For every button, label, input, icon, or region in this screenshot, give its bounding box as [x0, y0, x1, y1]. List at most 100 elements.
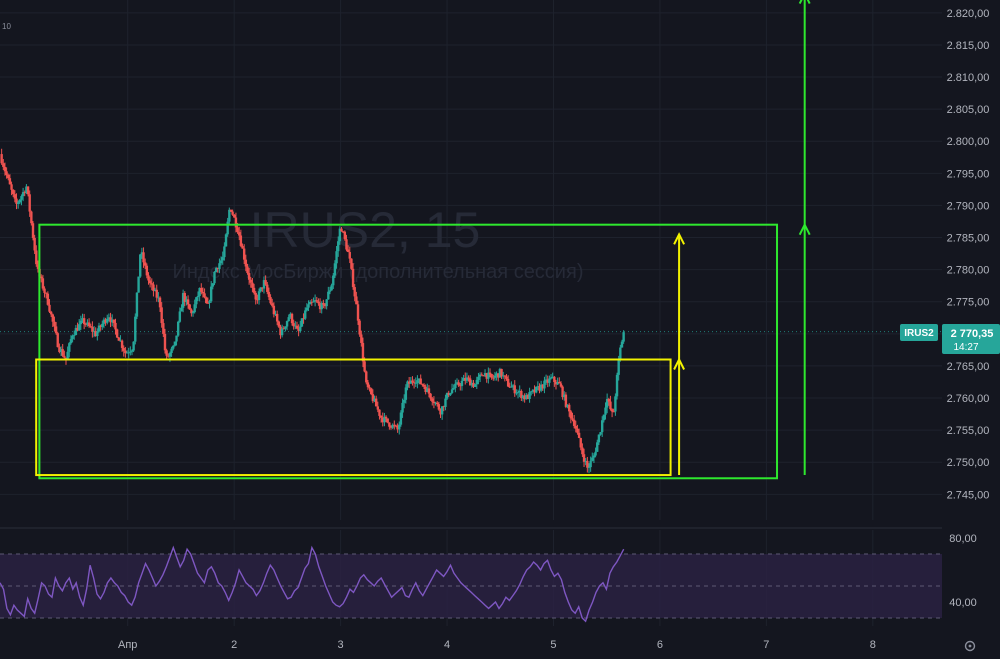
- candle-body: [176, 321, 180, 336]
- candle-body: [356, 304, 360, 321]
- candle-body: [553, 376, 556, 382]
- candle-body: [482, 375, 485, 377]
- candle-body: [228, 209, 231, 222]
- candle-body: [82, 318, 86, 325]
- candle-body: [576, 428, 579, 433]
- candle-body: [404, 387, 408, 400]
- candle-body: [596, 442, 599, 452]
- price-tick-label: 2.815,00: [947, 40, 990, 52]
- candle-body: [87, 322, 91, 327]
- candle-body: [510, 386, 513, 388]
- candle-body: [493, 375, 497, 378]
- candle-body: [295, 325, 299, 329]
- price-tick-label: 2.750,00: [947, 457, 990, 469]
- candle-body: [500, 368, 503, 377]
- candle-body: [247, 273, 251, 280]
- candle-body: [274, 313, 277, 315]
- candle-body: [345, 239, 348, 250]
- candle-body: [412, 382, 416, 384]
- candle-body: [429, 393, 432, 399]
- candle-body: [539, 384, 543, 391]
- candle-body: [262, 280, 266, 289]
- price-tick-label: 2.755,00: [947, 425, 990, 437]
- candle-body: [157, 297, 160, 299]
- candle-body: [180, 307, 183, 312]
- candle-body: [163, 333, 167, 351]
- candle-body: [318, 303, 322, 310]
- gear-icon[interactable]: [964, 640, 976, 652]
- rsi-pane[interactable]: [0, 545, 942, 623]
- candle-body: [33, 237, 36, 251]
- yellow-arrow-lower: [673, 357, 685, 476]
- candle-body: [96, 331, 99, 337]
- candle-body: [416, 380, 419, 384]
- drawing-annotations[interactable]: [35, 0, 811, 480]
- candle-body: [587, 467, 591, 468]
- candle-body: [203, 293, 206, 298]
- candle-body: [582, 454, 586, 462]
- candle-body: [165, 350, 168, 356]
- candle-body: [287, 317, 290, 322]
- candle-body: [577, 432, 581, 439]
- candle-body: [417, 378, 421, 381]
- candle-body: [129, 351, 132, 353]
- candle-body: [516, 392, 520, 393]
- candle-body: [175, 335, 178, 342]
- candle-body: [366, 382, 370, 388]
- price-axis[interactable]: 2.745,00 2.750,00 2.755,00 2.760,00 2.765,00…: [947, 8, 990, 501]
- candle-body: [386, 418, 389, 423]
- candle-body: [531, 389, 535, 392]
- candle-body: [426, 388, 429, 392]
- candle-body: [556, 381, 559, 385]
- candle-body: [112, 319, 116, 323]
- candle-body: [584, 460, 587, 462]
- candle-body: [602, 414, 606, 421]
- candle-body: [579, 438, 582, 448]
- candle-body: [525, 395, 528, 400]
- candle-body: [28, 194, 31, 212]
- time-tick-label: 8: [870, 639, 876, 651]
- rsi-axis[interactable]: 40,00 80,00: [949, 533, 977, 609]
- candle-body: [2, 163, 5, 167]
- candle-body: [41, 278, 45, 289]
- candle-body: [335, 251, 338, 264]
- candle-body: [594, 451, 597, 456]
- candle-body: [581, 447, 584, 455]
- candle-body: [327, 291, 330, 300]
- candle-body: [214, 268, 218, 272]
- candle-body: [497, 373, 500, 378]
- candle-body: [439, 409, 442, 415]
- candle-body: [411, 380, 414, 383]
- candle-body: [257, 291, 261, 300]
- candle-body: [365, 371, 368, 383]
- candle-body: [609, 401, 612, 410]
- candle-body: [572, 419, 576, 426]
- candle-body: [18, 199, 21, 203]
- candle-body: [612, 411, 615, 413]
- candle-body: [158, 297, 162, 308]
- rsi-tick-label: 40,00: [949, 597, 977, 609]
- candle-body: [244, 259, 248, 267]
- candle-body: [229, 209, 233, 212]
- candle-body: [308, 301, 312, 305]
- candle-body: [11, 189, 15, 195]
- price-tick-label: 2.780,00: [947, 265, 990, 277]
- candle-body: [77, 324, 81, 331]
- time-axis[interactable]: Апр 2 3 4 5 6 7 8: [118, 639, 876, 651]
- candle-body: [554, 381, 558, 385]
- candle-body: [558, 381, 561, 384]
- candle-body: [302, 318, 305, 320]
- candle-body: [238, 232, 241, 236]
- candle-body: [320, 303, 323, 310]
- arrow-head: [798, 0, 811, 5]
- candle-body: [538, 386, 541, 391]
- candle-body: [135, 292, 139, 317]
- candle-body: [200, 287, 203, 292]
- candle-body: [48, 304, 51, 312]
- candle-body: [152, 284, 155, 291]
- candlestick-series[interactable]: [0, 148, 625, 474]
- candle-body: [543, 380, 546, 389]
- candle-body: [371, 394, 375, 402]
- arrow-head: [673, 232, 685, 245]
